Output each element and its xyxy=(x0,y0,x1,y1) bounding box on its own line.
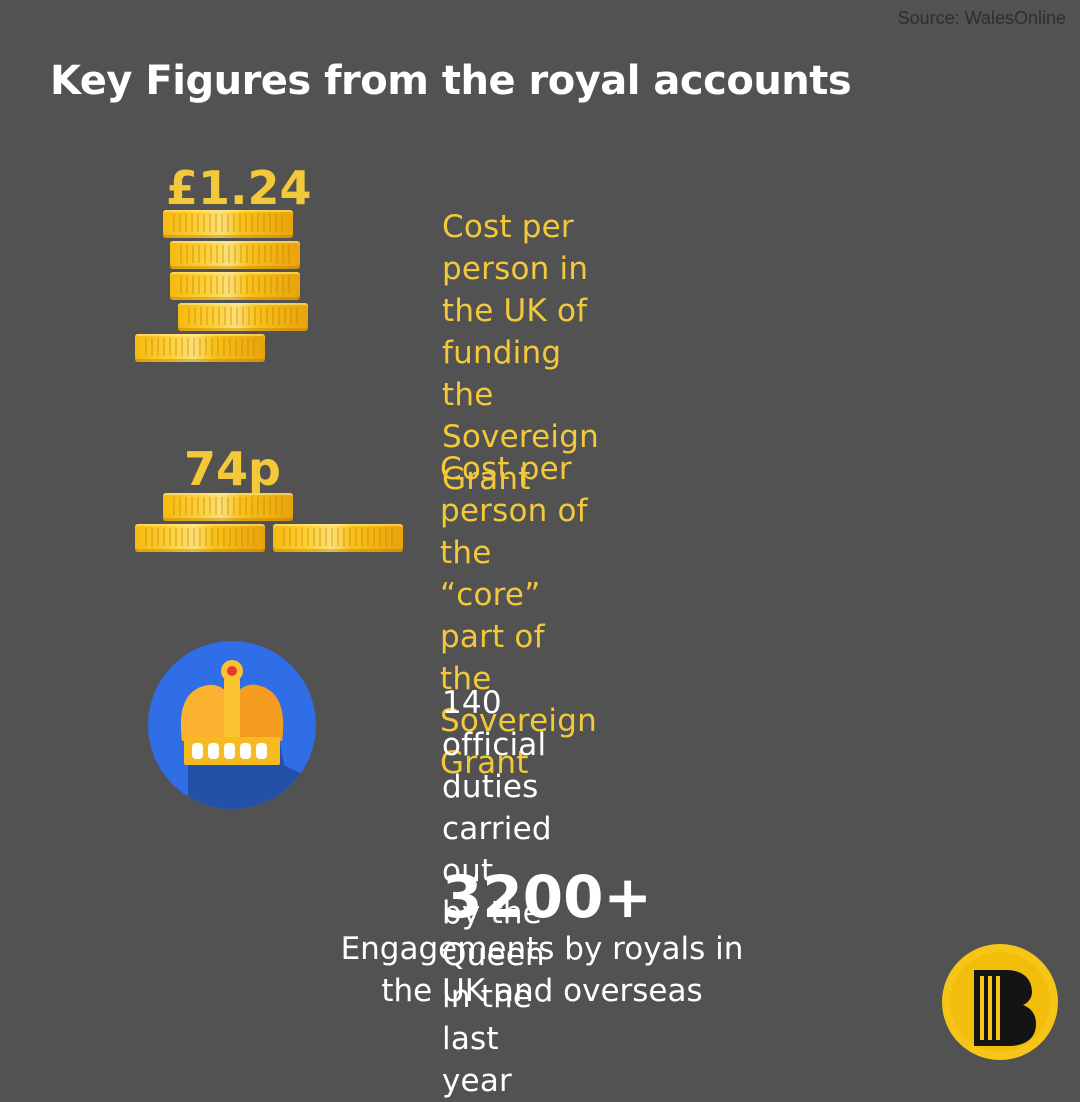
stat-engagements-description: Engagements by royals in the UK and over… xyxy=(340,931,744,1009)
page-title: Key Figures from the royal accounts xyxy=(50,58,852,104)
source-credit: Source: WalesOnline xyxy=(897,8,1066,28)
b-logo-icon xyxy=(942,944,1058,1060)
stat-description: Cost per person in the UK of funding the… xyxy=(442,209,599,497)
crown-icon xyxy=(148,641,316,809)
stat-engagements-value: 3200+ xyxy=(442,863,653,931)
stat-description: Cost per person of the “core” part of th… xyxy=(440,451,597,781)
stat-value: 74p xyxy=(184,442,281,496)
stat-value: £1.24 xyxy=(166,161,312,215)
